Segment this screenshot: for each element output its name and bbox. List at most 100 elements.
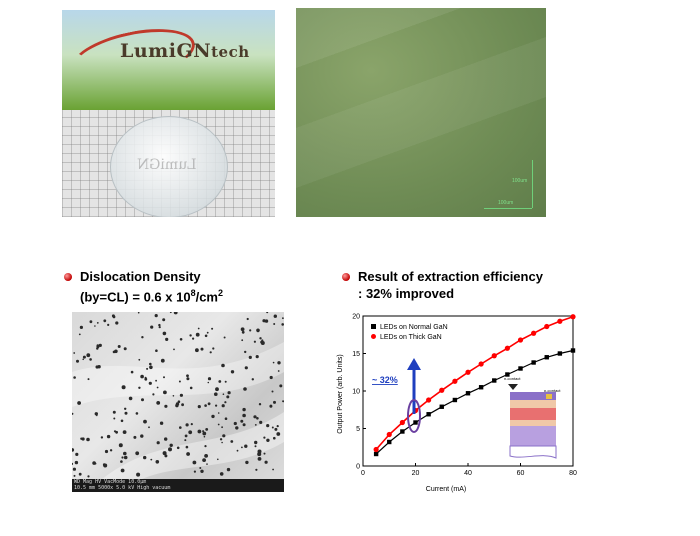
dislocation-dot (189, 334, 192, 337)
output-power-chart: 0 20 40 60 80 0 5 10 15 20 LEDs on Normal GaN LED… (337, 314, 577, 494)
dislocation-dot (117, 345, 121, 348)
dislocation-dot (178, 380, 181, 383)
dislocation-dot (159, 421, 164, 425)
dislocation-dot (197, 405, 201, 409)
dislocation-dot (230, 370, 235, 374)
dislocation-dot (135, 412, 139, 415)
dislocation-dot (207, 402, 211, 406)
dislocation-dot (248, 355, 252, 359)
dislocation-dot (86, 353, 91, 358)
chart-axes: 0 20 40 60 80 0 5 10 15 20 (352, 314, 577, 478)
legend-label-normal: LEDs on Normal GaN (380, 324, 448, 331)
dislocation-dot (149, 365, 153, 370)
dislocation-dot (86, 437, 90, 442)
dislocation-dot (123, 347, 127, 351)
dislocation-dot (163, 376, 165, 379)
dislocation-dot (260, 340, 263, 344)
dislocation-dot (73, 376, 76, 379)
data-point-thick (557, 318, 563, 324)
x-tick-label: 0 (361, 470, 365, 477)
dislocation-dot (185, 423, 189, 427)
dislocation-dot (256, 329, 260, 333)
data-point-thick (373, 446, 379, 453)
dislocation-dot (148, 426, 150, 429)
dislocation-dot (206, 331, 209, 334)
data-point-normal (518, 366, 523, 371)
dislocation-dot (158, 323, 161, 327)
dislocation-dot (89, 320, 93, 324)
dislocation-dot (203, 435, 206, 438)
dislocation-dot (255, 355, 259, 359)
dislocation-dot (207, 381, 210, 384)
dislocation-dot (152, 393, 155, 396)
dislocation-dot (103, 463, 108, 468)
dislocation-dot (113, 417, 116, 420)
dislocation-dots (72, 312, 284, 479)
dislocation-dot (162, 318, 166, 322)
data-point-thick (544, 323, 550, 330)
dislocation-dot (107, 323, 110, 326)
dislocation-dot (204, 334, 208, 338)
dislocation-dot (138, 386, 141, 389)
dislocation-dot (106, 434, 111, 439)
dislocation-dot (112, 350, 116, 354)
dislocation-dot (263, 452, 266, 455)
dislocation-dot (257, 449, 262, 454)
dislocation-dot (169, 312, 172, 314)
dislocation-dot (227, 391, 231, 395)
dislocation-dot (241, 339, 244, 342)
data-point-normal (413, 420, 418, 425)
sem-info-row1: WD Mag HV VacMode 10.0μm (74, 479, 147, 485)
dislocation-dot (281, 323, 284, 326)
dislocation-dot (271, 426, 274, 429)
data-point-thick (570, 314, 576, 320)
dislocation-dot (221, 426, 224, 429)
dislocation-dot (74, 460, 79, 465)
dislocation-dot (282, 400, 284, 403)
data-point-thick (465, 369, 471, 375)
data-point-normal (373, 451, 379, 457)
dislocation-dot (79, 325, 83, 329)
dislocation-dot (230, 440, 234, 443)
dislocation-dot (72, 448, 75, 452)
dislocation-dot (162, 451, 167, 456)
dislocation-dot (236, 449, 239, 452)
dislocation-dot (173, 312, 178, 315)
dislocation-dot (262, 319, 266, 323)
dislocation-dot (274, 427, 278, 431)
dislocation-dot (253, 340, 256, 343)
dislocation-dot (141, 398, 144, 402)
data-point-normal (544, 355, 549, 360)
dislocation-dot (243, 387, 247, 391)
dislocation-dot (277, 370, 280, 372)
dislocation-dot (272, 361, 275, 364)
dislocation-dot (130, 370, 134, 374)
dislocation-dot (235, 426, 239, 430)
wafer-disc: LumiGN (110, 116, 228, 217)
dislocation-dot (266, 312, 269, 314)
micrograph-photo: 100um 100um (296, 8, 546, 217)
scale-bar-vertical (532, 160, 533, 208)
dislocation-dot (251, 378, 254, 381)
extraction-title: Result of extraction efficiency (358, 269, 543, 284)
dislocation-dot (143, 455, 147, 460)
dislocation-dot (163, 390, 167, 395)
data-point-thick (517, 337, 524, 343)
dislocation-dot (94, 412, 98, 416)
dislocation-dot (269, 375, 273, 380)
dislocation-dot (188, 430, 193, 435)
dislocation-dot (75, 452, 79, 456)
dislocation-dot (149, 362, 152, 366)
dislocation-dot (279, 384, 283, 388)
dislocation-dot (186, 452, 190, 456)
bullet-icon (64, 273, 72, 281)
dislocation-dot (190, 423, 193, 426)
dislocation-dot (224, 417, 228, 420)
data-point-thick (452, 378, 458, 384)
dislocation-dot (202, 431, 207, 436)
dislocation-dot (164, 437, 168, 441)
dislocation-dot (140, 434, 144, 438)
dislocation-dot (189, 386, 193, 390)
dislocation-dot (214, 392, 218, 396)
dislocation-dot (211, 414, 215, 419)
